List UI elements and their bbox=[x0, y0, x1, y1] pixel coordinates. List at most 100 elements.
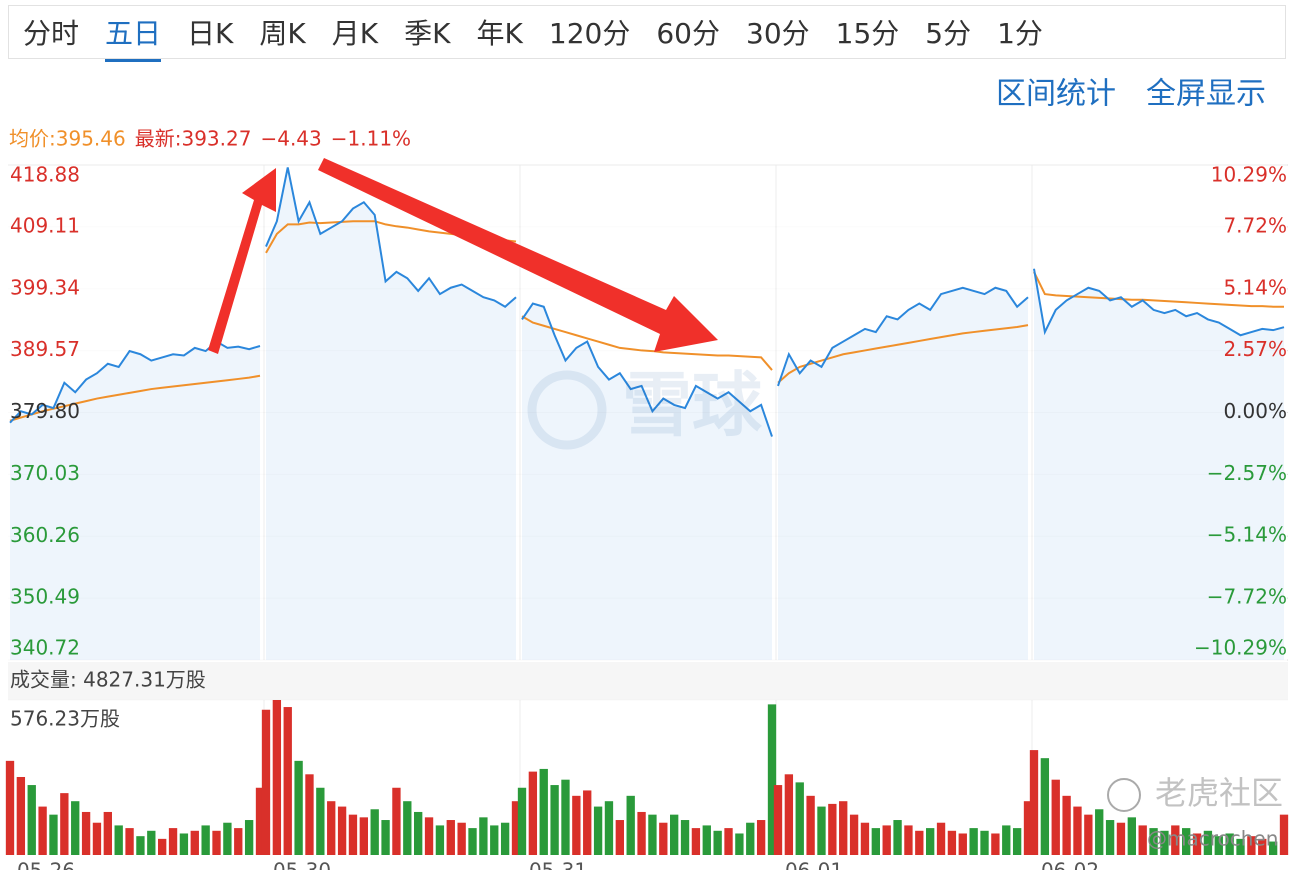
area-fill bbox=[522, 303, 772, 660]
volume-bar bbox=[370, 809, 379, 855]
volume-bar bbox=[1040, 758, 1050, 855]
tab[interactable]: 5分 bbox=[925, 17, 972, 50]
volume-bar bbox=[1171, 825, 1180, 855]
volume-bar bbox=[348, 814, 358, 855]
tab[interactable]: 分时 bbox=[23, 17, 80, 50]
avg-line bbox=[9, 374, 261, 422]
y-tick-label: 370.03 bbox=[10, 461, 80, 485]
volume-bar bbox=[947, 830, 957, 855]
tab[interactable]: 五日 bbox=[105, 8, 162, 62]
volume-bar bbox=[561, 779, 570, 855]
volume-bar bbox=[550, 785, 559, 855]
volume-bar bbox=[828, 803, 837, 855]
link[interactable]: 区间统计 bbox=[996, 77, 1116, 112]
arrow bbox=[318, 158, 718, 352]
tab[interactable]: 年K bbox=[476, 17, 523, 50]
volume-bar bbox=[125, 828, 134, 855]
tab[interactable]: 日K bbox=[187, 17, 234, 50]
y2-tick-label: 10.29% bbox=[1211, 163, 1287, 187]
y-tick-label: 399.34 bbox=[10, 275, 80, 299]
volume-bar bbox=[1268, 841, 1278, 855]
volume-bar bbox=[1160, 830, 1169, 855]
volume-bar bbox=[490, 825, 499, 855]
info-text: −4.43 bbox=[260, 127, 321, 151]
info-text: 最新: bbox=[135, 127, 182, 151]
volume-bar bbox=[1149, 828, 1158, 855]
y2-tick-label: 2.57% bbox=[1223, 337, 1287, 361]
volume-bar bbox=[991, 833, 1000, 855]
tab[interactable]: 60分 bbox=[656, 17, 720, 50]
y-tick-label: 340.72 bbox=[10, 636, 80, 660]
volume-bar bbox=[424, 817, 434, 855]
volume-bar bbox=[294, 760, 303, 855]
volume-bar bbox=[1002, 825, 1011, 855]
volume-bar bbox=[904, 825, 913, 855]
volume-bar bbox=[893, 820, 902, 855]
volume-bar bbox=[691, 828, 701, 855]
volume-bar bbox=[795, 782, 804, 855]
volume-bar bbox=[572, 795, 581, 855]
tab[interactable]: 周K bbox=[259, 17, 306, 50]
volume-bar bbox=[92, 822, 102, 855]
volume-bar bbox=[702, 825, 711, 855]
volume-bar bbox=[670, 814, 679, 855]
volume-bar bbox=[1127, 817, 1136, 855]
volume-bar bbox=[457, 822, 466, 855]
arrow bbox=[208, 168, 276, 354]
tab[interactable]: 15分 bbox=[835, 17, 900, 50]
x-tick-label: 05-26 bbox=[17, 859, 75, 870]
area-fill bbox=[778, 287, 1028, 660]
y2-tick-label: −2.57% bbox=[1207, 461, 1287, 485]
volume-bar bbox=[1182, 828, 1191, 855]
volume-bar bbox=[1051, 779, 1060, 855]
tab[interactable]: 1分 bbox=[997, 17, 1043, 50]
link[interactable]: 全屏显示 bbox=[1146, 77, 1266, 112]
volume-bar bbox=[724, 828, 733, 855]
volume-bar bbox=[435, 825, 445, 855]
volume-bar bbox=[381, 820, 390, 855]
avg-line bbox=[777, 324, 1029, 384]
volume-bar bbox=[1029, 750, 1039, 855]
volume-bar bbox=[1073, 806, 1082, 855]
volume-bar bbox=[773, 785, 783, 855]
volume-bar bbox=[190, 830, 199, 855]
volume-tick-label: 576.23万股 bbox=[10, 707, 120, 731]
y-tick-label: 379.80 bbox=[10, 399, 80, 423]
volume-bar bbox=[201, 825, 210, 855]
price-line bbox=[521, 302, 773, 437]
volume-bar bbox=[1279, 814, 1289, 855]
price-line bbox=[777, 286, 1029, 387]
tab[interactable]: 月K bbox=[331, 17, 379, 50]
volume-bar bbox=[168, 828, 178, 855]
volume-bar bbox=[305, 774, 314, 855]
volume-bar bbox=[49, 814, 58, 855]
tab[interactable]: 30分 bbox=[746, 17, 810, 50]
info-text: 395.46 bbox=[56, 127, 126, 151]
y2-tick-label: −5.14% bbox=[1207, 523, 1287, 547]
volume-bar bbox=[915, 830, 924, 855]
volume-bar bbox=[713, 830, 722, 855]
volume-bar bbox=[980, 830, 989, 855]
volume-bar bbox=[1214, 836, 1223, 855]
tab[interactable]: 季K bbox=[404, 17, 451, 50]
y2-tick-label: 7.72% bbox=[1223, 213, 1287, 237]
volume-bar bbox=[969, 828, 978, 855]
y2-tick-label: 0.00% bbox=[1223, 399, 1287, 423]
y2-tick-label: −7.72% bbox=[1207, 585, 1287, 609]
avg-line bbox=[1033, 271, 1284, 308]
volume-bar bbox=[71, 801, 80, 855]
volume-bar bbox=[1012, 828, 1022, 855]
tab[interactable]: 120分 bbox=[548, 17, 631, 50]
volume-bar bbox=[316, 787, 325, 855]
volume-bar bbox=[1192, 833, 1202, 855]
volume-bar bbox=[1203, 830, 1213, 855]
volume-bar bbox=[337, 806, 347, 855]
volume-bar bbox=[60, 793, 69, 855]
watermark-logo bbox=[1107, 778, 1141, 812]
volume-bar bbox=[261, 709, 271, 855]
volume-bar bbox=[1225, 833, 1234, 855]
volume-bar bbox=[1138, 825, 1147, 855]
volume-bar bbox=[517, 787, 527, 855]
volume-bar bbox=[860, 822, 870, 855]
x-tick-label: 05-30 bbox=[273, 859, 331, 870]
